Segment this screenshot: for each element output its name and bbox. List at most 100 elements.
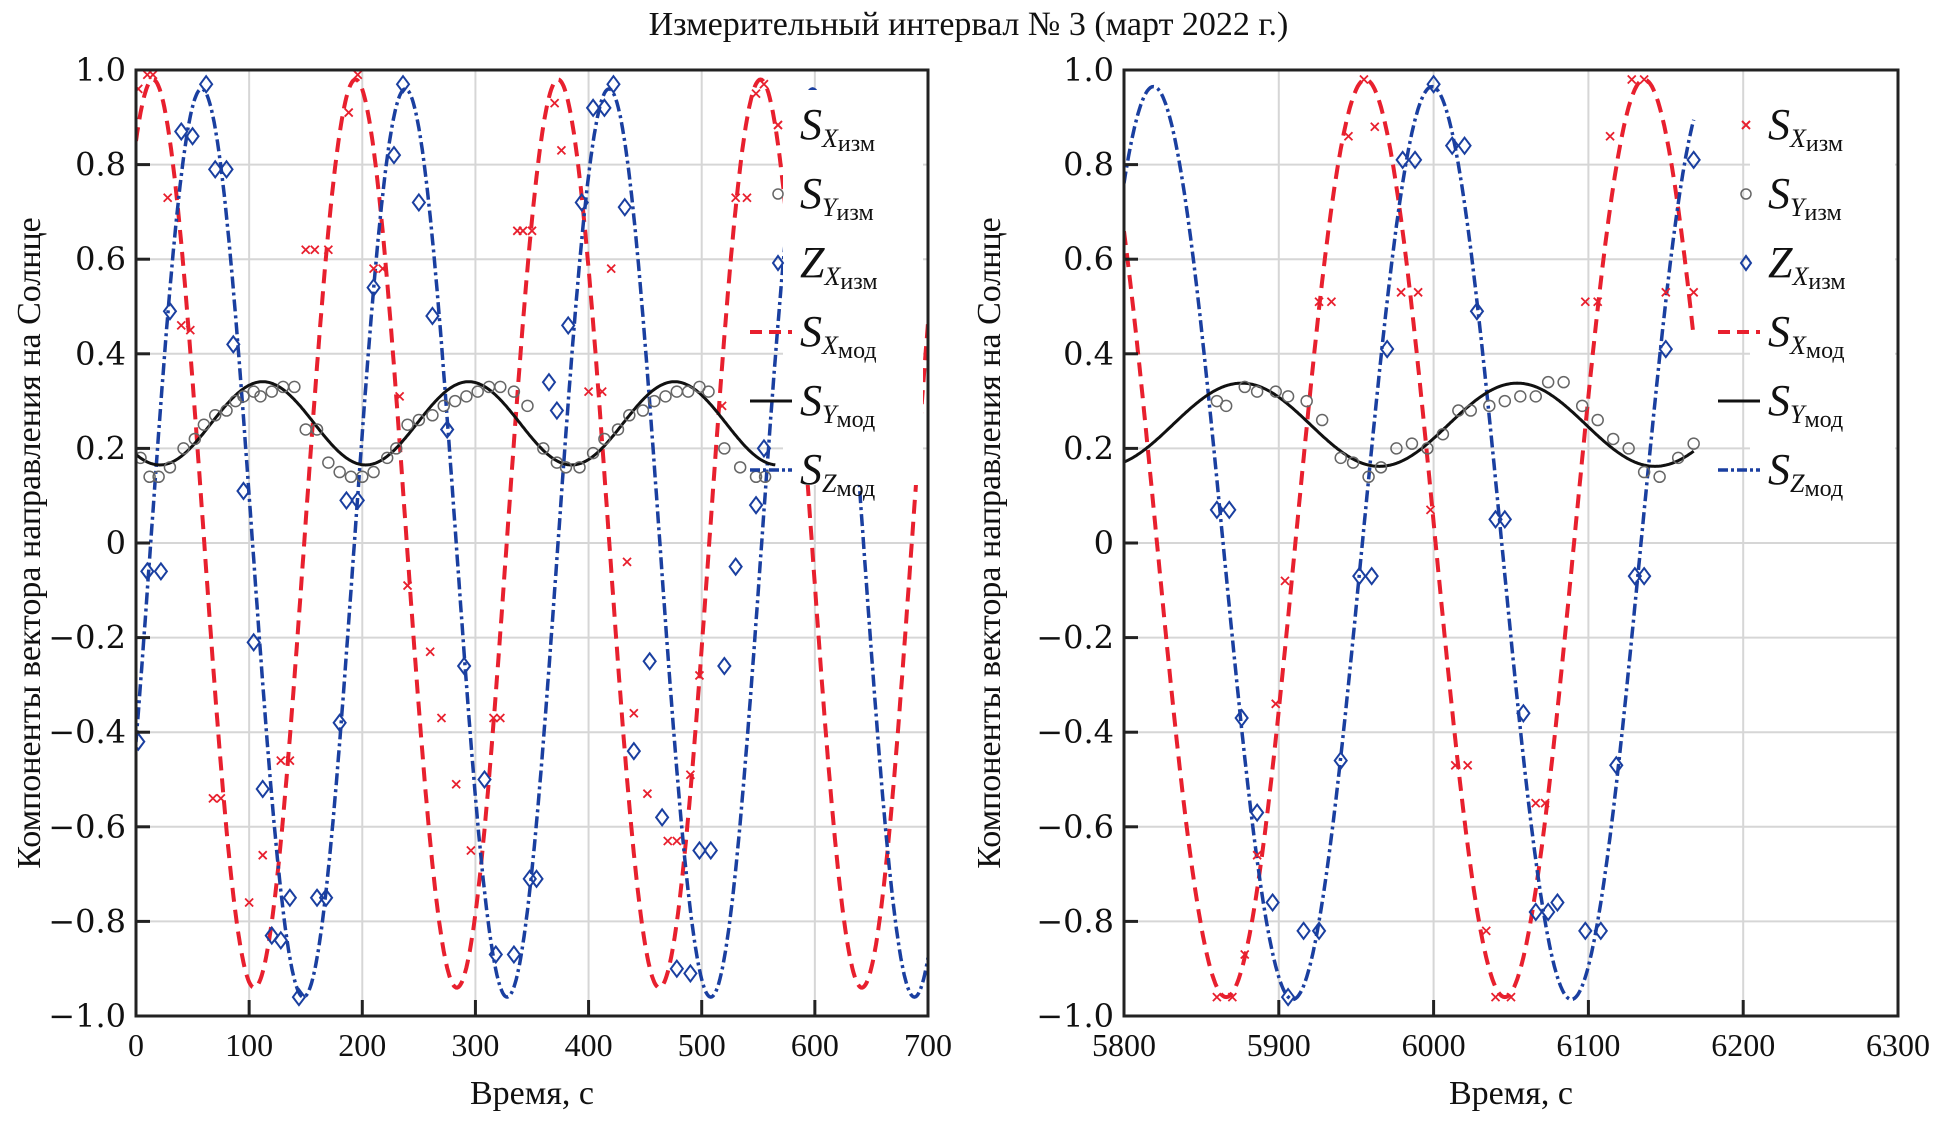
zx-meas-point	[1333, 750, 1348, 771]
legend-label: SYмод	[800, 376, 875, 433]
sx-meas-point	[717, 401, 727, 411]
zx-meas-point	[264, 925, 280, 946]
legend-sub: Y	[822, 193, 839, 222]
sy-meas-point	[1529, 390, 1543, 403]
legend-label: SXизм	[800, 100, 875, 157]
zx-meas-point	[1364, 566, 1379, 586]
sx-meas-point	[208, 793, 218, 804]
y-tick-label: 0.2	[75, 429, 126, 467]
sx-meas-point	[556, 145, 567, 156]
sx-meas-point	[672, 836, 682, 846]
sy-meas-point	[636, 404, 650, 417]
sx-meas-point	[731, 193, 741, 203]
sy-meas-point	[412, 413, 426, 427]
zx-meas-point	[1222, 500, 1237, 520]
y-tick-label: −0.4	[48, 713, 126, 751]
sx-meas-point	[751, 89, 761, 99]
zx-meas-point	[1457, 136, 1472, 156]
sy-meas-point	[670, 385, 684, 398]
sx-meas-point	[495, 713, 505, 723]
sx-meas-point	[285, 755, 295, 766]
sy-meas-point	[611, 423, 625, 436]
sx-meas-point	[1413, 287, 1423, 297]
sy-meas-point	[1390, 442, 1403, 455]
sx-meas-point	[685, 770, 696, 780]
zx-meas-point	[1407, 150, 1423, 170]
zx-meas-point	[136, 731, 146, 752]
zx-meas-point	[1311, 921, 1327, 941]
sx-meas-point	[518, 226, 528, 236]
zx-meas-point	[506, 944, 522, 965]
zx-meas-point	[1209, 500, 1225, 520]
sx-meas-point	[425, 647, 435, 657]
zx-meas-point	[291, 987, 307, 1007]
sy-meas-point	[573, 461, 586, 474]
sx-meas-point	[148, 70, 158, 80]
zx-meas-point	[748, 495, 764, 515]
legend-main: Z	[1768, 238, 1793, 287]
zx-meas-point	[669, 959, 685, 979]
y-tick-label: 0.6	[1063, 240, 1114, 278]
zx-meas-point	[692, 840, 707, 861]
y-tick-label: 0	[106, 524, 126, 562]
legend-sub: X	[821, 124, 839, 153]
sx-meas-point	[1463, 760, 1473, 770]
sy-meas-point	[288, 380, 301, 394]
zx-meas-point	[236, 481, 251, 501]
zx-meas-point	[626, 741, 642, 761]
sx-meas-point	[1531, 798, 1541, 808]
sy-meas-point	[177, 442, 190, 455]
sy-meas-point	[1346, 456, 1360, 469]
zx-meas-point	[1550, 892, 1565, 913]
legend-background	[783, 90, 923, 485]
legend-sub: X	[1789, 124, 1807, 153]
sx-meas-point	[1326, 297, 1337, 307]
y-axis-label: Компоненты вектора направления на Солнце	[971, 217, 1008, 869]
legend-entry-sy-meas: SYизм	[772, 169, 874, 226]
zx-meas-point	[273, 930, 289, 950]
x-tick-label: 6300	[1866, 1027, 1930, 1063]
legend-label: SZмод	[1768, 445, 1843, 502]
legend-label: SXмод	[800, 307, 877, 364]
sy-meas-point	[448, 394, 462, 408]
sx-meas-point	[1593, 297, 1603, 307]
sx-meas-point	[1661, 287, 1671, 297]
zx-meas-point	[1426, 74, 1441, 94]
zx-meas-point	[1540, 902, 1556, 922]
sy-meas-point	[1281, 390, 1295, 403]
sy-meas-point	[143, 470, 156, 484]
sy-meas-point	[299, 423, 312, 436]
plot-area	[1124, 74, 1701, 1007]
legend-diamond-marker	[1739, 254, 1753, 272]
sx-meas-point	[1314, 297, 1324, 307]
zx-meas-point	[728, 556, 743, 577]
sy-meas-point	[152, 470, 165, 484]
sx-meas-point	[1359, 74, 1369, 85]
y-tick-label: −0.4	[1036, 713, 1114, 751]
legend-sub: X	[821, 331, 839, 360]
zx-meas-point	[395, 74, 411, 94]
sy-meas-point	[647, 394, 661, 408]
sy-meas-point	[1541, 375, 1555, 389]
sx-meas-point	[527, 226, 537, 236]
zx-meas-point	[1379, 339, 1395, 359]
legend-entry-sy-meas: SYизм	[1740, 169, 1842, 226]
legend-background	[1750, 90, 1895, 485]
legend-sub: Y	[1790, 400, 1807, 429]
zx-meas-point	[1578, 921, 1593, 941]
y-tick-label: 1.0	[1063, 51, 1114, 89]
sy-meas-point	[1300, 394, 1313, 408]
zx-meas-point	[617, 197, 633, 217]
sy-meas-point	[1687, 437, 1700, 450]
sy-meas-point	[333, 465, 346, 479]
sy-meas-point	[1421, 442, 1434, 455]
sx-meas-point	[1396, 287, 1406, 297]
legend-sub2: изм	[840, 269, 877, 295]
legend-sub: X	[1789, 331, 1807, 360]
legend-sub2: мод	[836, 407, 875, 433]
y-tick-label: 0.8	[1063, 146, 1114, 184]
sx-meas-point	[1450, 760, 1460, 770]
sy-meas-point	[1334, 451, 1347, 465]
sx-meas-point	[216, 793, 226, 804]
zx-meas-point	[456, 656, 472, 676]
